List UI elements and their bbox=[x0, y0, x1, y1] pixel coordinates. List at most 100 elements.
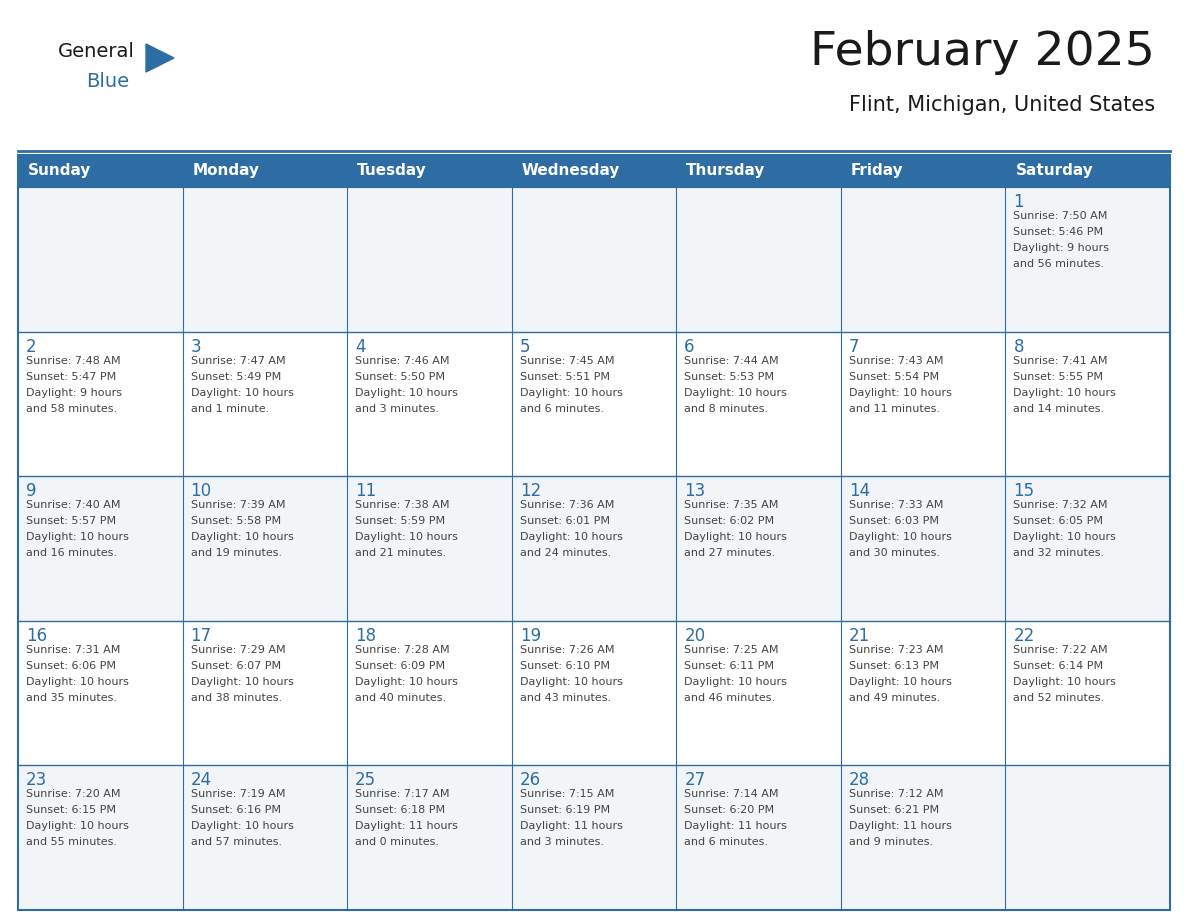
Text: Sunset: 6:01 PM: Sunset: 6:01 PM bbox=[519, 516, 609, 526]
Bar bbox=[676, 187, 841, 331]
Text: 11: 11 bbox=[355, 482, 377, 500]
Text: and 27 minutes.: and 27 minutes. bbox=[684, 548, 776, 558]
Text: Daylight: 10 hours: Daylight: 10 hours bbox=[519, 677, 623, 687]
Text: 24: 24 bbox=[190, 771, 211, 789]
Text: Daylight: 10 hours: Daylight: 10 hours bbox=[1013, 532, 1117, 543]
Bar bbox=[18, 476, 183, 621]
Text: Sunrise: 7:12 AM: Sunrise: 7:12 AM bbox=[849, 789, 943, 800]
Text: and 43 minutes.: and 43 minutes. bbox=[519, 693, 611, 703]
Text: Daylight: 10 hours: Daylight: 10 hours bbox=[519, 387, 623, 397]
Text: Tuesday: Tuesday bbox=[358, 163, 426, 178]
Bar bbox=[676, 476, 841, 621]
Text: Sunrise: 7:50 AM: Sunrise: 7:50 AM bbox=[1013, 211, 1107, 221]
Text: and 0 minutes.: and 0 minutes. bbox=[355, 837, 440, 847]
Text: Sunrise: 7:19 AM: Sunrise: 7:19 AM bbox=[190, 789, 285, 800]
Text: 13: 13 bbox=[684, 482, 706, 500]
Bar bbox=[841, 331, 1005, 476]
Text: and 3 minutes.: and 3 minutes. bbox=[519, 837, 604, 847]
Text: Sunrise: 7:32 AM: Sunrise: 7:32 AM bbox=[1013, 500, 1108, 510]
Text: and 1 minute.: and 1 minute. bbox=[190, 404, 268, 414]
Text: Sunrise: 7:26 AM: Sunrise: 7:26 AM bbox=[519, 644, 614, 655]
Text: Sunset: 6:07 PM: Sunset: 6:07 PM bbox=[190, 661, 280, 671]
Bar bbox=[512, 187, 676, 331]
Text: Daylight: 10 hours: Daylight: 10 hours bbox=[849, 387, 952, 397]
Bar bbox=[18, 155, 1170, 187]
Text: Sunrise: 7:36 AM: Sunrise: 7:36 AM bbox=[519, 500, 614, 510]
Text: Sunset: 6:02 PM: Sunset: 6:02 PM bbox=[684, 516, 775, 526]
Text: Sunrise: 7:14 AM: Sunrise: 7:14 AM bbox=[684, 789, 779, 800]
Text: Sunset: 5:50 PM: Sunset: 5:50 PM bbox=[355, 372, 446, 382]
Text: Daylight: 10 hours: Daylight: 10 hours bbox=[519, 532, 623, 543]
Bar bbox=[1005, 766, 1170, 910]
Text: and 19 minutes.: and 19 minutes. bbox=[190, 548, 282, 558]
Bar bbox=[18, 621, 183, 766]
Text: and 46 minutes.: and 46 minutes. bbox=[684, 693, 776, 703]
Text: Sunrise: 7:35 AM: Sunrise: 7:35 AM bbox=[684, 500, 778, 510]
Text: 20: 20 bbox=[684, 627, 706, 644]
Text: Sunrise: 7:25 AM: Sunrise: 7:25 AM bbox=[684, 644, 779, 655]
Text: Daylight: 10 hours: Daylight: 10 hours bbox=[1013, 677, 1117, 687]
Text: Sunset: 5:57 PM: Sunset: 5:57 PM bbox=[26, 516, 116, 526]
Bar bbox=[347, 331, 512, 476]
Text: Sunset: 6:11 PM: Sunset: 6:11 PM bbox=[684, 661, 775, 671]
Text: Sunrise: 7:38 AM: Sunrise: 7:38 AM bbox=[355, 500, 449, 510]
Text: Sunset: 5:53 PM: Sunset: 5:53 PM bbox=[684, 372, 775, 382]
Text: Sunset: 6:05 PM: Sunset: 6:05 PM bbox=[1013, 516, 1104, 526]
Text: and 52 minutes.: and 52 minutes. bbox=[1013, 693, 1105, 703]
Text: Sunset: 6:18 PM: Sunset: 6:18 PM bbox=[355, 805, 446, 815]
Text: Saturday: Saturday bbox=[1016, 163, 1093, 178]
Text: and 6 minutes.: and 6 minutes. bbox=[684, 837, 769, 847]
Text: and 16 minutes.: and 16 minutes. bbox=[26, 548, 116, 558]
Bar bbox=[841, 766, 1005, 910]
Text: Sunset: 6:10 PM: Sunset: 6:10 PM bbox=[519, 661, 609, 671]
Text: Sunrise: 7:40 AM: Sunrise: 7:40 AM bbox=[26, 500, 120, 510]
Polygon shape bbox=[146, 44, 173, 72]
Text: Sunset: 6:13 PM: Sunset: 6:13 PM bbox=[849, 661, 939, 671]
Text: Daylight: 10 hours: Daylight: 10 hours bbox=[26, 677, 128, 687]
Text: Sunrise: 7:23 AM: Sunrise: 7:23 AM bbox=[849, 644, 943, 655]
Text: Daylight: 10 hours: Daylight: 10 hours bbox=[190, 387, 293, 397]
Bar bbox=[1005, 187, 1170, 331]
Text: Sunrise: 7:28 AM: Sunrise: 7:28 AM bbox=[355, 644, 450, 655]
Text: Sunrise: 7:44 AM: Sunrise: 7:44 AM bbox=[684, 355, 779, 365]
Text: Daylight: 11 hours: Daylight: 11 hours bbox=[519, 822, 623, 832]
Text: 9: 9 bbox=[26, 482, 37, 500]
Text: General: General bbox=[58, 42, 135, 61]
Text: 28: 28 bbox=[849, 771, 870, 789]
Text: Sunrise: 7:45 AM: Sunrise: 7:45 AM bbox=[519, 355, 614, 365]
Bar bbox=[841, 187, 1005, 331]
Text: Sunrise: 7:47 AM: Sunrise: 7:47 AM bbox=[190, 355, 285, 365]
Text: Sunset: 5:55 PM: Sunset: 5:55 PM bbox=[1013, 372, 1104, 382]
Bar bbox=[347, 766, 512, 910]
Text: and 32 minutes.: and 32 minutes. bbox=[1013, 548, 1105, 558]
Text: and 14 minutes.: and 14 minutes. bbox=[1013, 404, 1105, 414]
Text: Sunset: 6:21 PM: Sunset: 6:21 PM bbox=[849, 805, 939, 815]
Text: Sunset: 6:16 PM: Sunset: 6:16 PM bbox=[190, 805, 280, 815]
Bar bbox=[18, 331, 183, 476]
Text: Daylight: 11 hours: Daylight: 11 hours bbox=[355, 822, 459, 832]
Text: Sunrise: 7:39 AM: Sunrise: 7:39 AM bbox=[190, 500, 285, 510]
Text: Daylight: 9 hours: Daylight: 9 hours bbox=[1013, 243, 1110, 253]
Text: Sunrise: 7:33 AM: Sunrise: 7:33 AM bbox=[849, 500, 943, 510]
Text: Sunset: 6:09 PM: Sunset: 6:09 PM bbox=[355, 661, 446, 671]
Bar bbox=[18, 766, 183, 910]
Text: and 9 minutes.: and 9 minutes. bbox=[849, 837, 933, 847]
Text: Sunset: 5:49 PM: Sunset: 5:49 PM bbox=[190, 372, 280, 382]
Text: 16: 16 bbox=[26, 627, 48, 644]
Text: Daylight: 10 hours: Daylight: 10 hours bbox=[190, 822, 293, 832]
Text: and 11 minutes.: and 11 minutes. bbox=[849, 404, 940, 414]
Text: Sunrise: 7:46 AM: Sunrise: 7:46 AM bbox=[355, 355, 449, 365]
Bar bbox=[183, 331, 347, 476]
Bar bbox=[183, 621, 347, 766]
Text: Sunset: 6:14 PM: Sunset: 6:14 PM bbox=[1013, 661, 1104, 671]
Text: Sunrise: 7:20 AM: Sunrise: 7:20 AM bbox=[26, 789, 120, 800]
Bar bbox=[18, 187, 183, 331]
Text: Sunset: 6:03 PM: Sunset: 6:03 PM bbox=[849, 516, 939, 526]
Text: 5: 5 bbox=[519, 338, 530, 355]
Bar bbox=[512, 331, 676, 476]
Text: 8: 8 bbox=[1013, 338, 1024, 355]
Text: and 40 minutes.: and 40 minutes. bbox=[355, 693, 447, 703]
Text: Daylight: 10 hours: Daylight: 10 hours bbox=[849, 532, 952, 543]
Text: Sunday: Sunday bbox=[29, 163, 91, 178]
Bar bbox=[1005, 621, 1170, 766]
